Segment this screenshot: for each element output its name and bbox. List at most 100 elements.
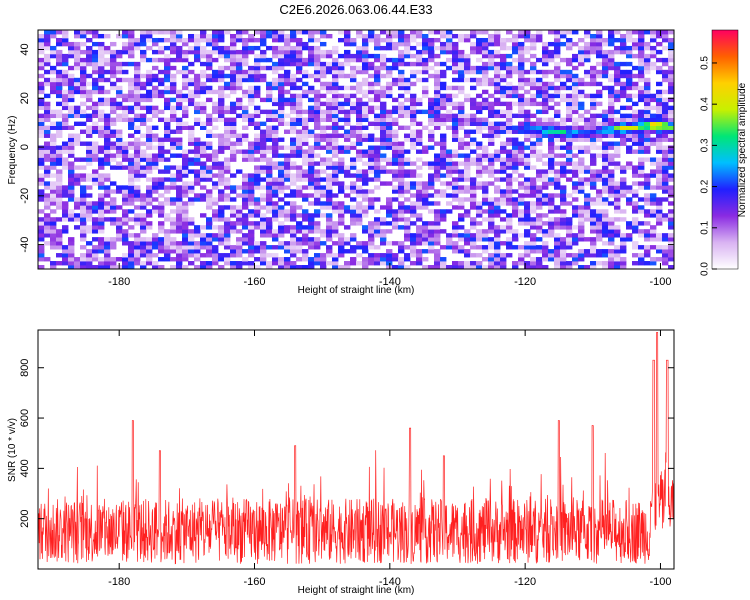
heatmap-cell: [158, 265, 165, 270]
heatmap-cell: [332, 225, 339, 230]
heatmap-cell: [584, 145, 591, 150]
heatmap-cell: [44, 197, 51, 202]
heatmap-cell: [524, 229, 531, 234]
heatmap-cell: [332, 149, 339, 154]
heatmap-cell: [368, 177, 375, 182]
heatmap-cell: [638, 261, 645, 266]
heatmap-cell: [614, 89, 621, 95]
heatmap-cell: [434, 61, 441, 67]
heatmap-cell: [98, 205, 105, 210]
heatmap-cell: [218, 237, 225, 242]
heatmap-cell: [608, 97, 615, 103]
heatmap-cell: [230, 89, 237, 95]
heatmap-cell: [260, 233, 267, 238]
heatmap-cell: [620, 117, 627, 123]
heatmap-cell: [656, 97, 663, 103]
heatmap-cell: [542, 101, 549, 107]
heatmap-cell: [620, 81, 627, 87]
heatmap-cell: [362, 257, 369, 262]
heatmap-cell: [278, 37, 285, 43]
heatmap-cell: [86, 30, 93, 35]
heatmap-cell: [662, 105, 669, 111]
heatmap-cell: [314, 45, 321, 51]
heatmap-cell: [308, 245, 315, 250]
heatmap-cell: [158, 241, 165, 246]
heatmap-cell: [506, 157, 513, 162]
heatmap-cell: [278, 197, 285, 202]
heatmap-cell: [356, 45, 363, 51]
heatmap-cell: [518, 129, 525, 134]
heatmap-cell: [404, 237, 411, 242]
heatmap-cell: [308, 193, 315, 198]
heatmap-cell: [548, 57, 555, 63]
heatmap-cell: [440, 97, 447, 103]
heatmap-cell: [260, 129, 267, 134]
heatmap-cell: [584, 49, 591, 55]
heatmap-cell: [92, 53, 99, 59]
heatmap-cell: [554, 133, 561, 138]
heatmap-cell: [212, 201, 219, 206]
heatmap-cell: [620, 165, 627, 170]
heatmap-cell: [224, 157, 231, 162]
heatmap-cell: [296, 149, 303, 154]
heatmap-cell: [620, 245, 627, 250]
heatmap-cell: [278, 257, 285, 262]
heatmap-cell: [530, 129, 537, 134]
heatmap-cell: [452, 169, 459, 174]
heatmap-cell: [590, 173, 597, 178]
heatmap-cell: [620, 265, 627, 270]
heatmap-cell: [506, 69, 513, 75]
heatmap-cell: [140, 237, 147, 242]
heatmap-cell: [170, 57, 177, 63]
heatmap-cell: [566, 137, 573, 142]
heatmap-cell: [638, 141, 645, 146]
heatmap-cell: [506, 81, 513, 87]
heatmap-cell: [38, 45, 45, 51]
heatmap-cell: [668, 69, 675, 75]
heatmap-cell: [56, 109, 63, 115]
heatmap-cell: [590, 157, 597, 162]
heatmap-cell: [296, 245, 303, 250]
heatmap-cell: [620, 33, 627, 39]
heatmap-cell: [218, 69, 225, 75]
heatmap-cell: [296, 133, 303, 138]
heatmap-cell: [494, 77, 501, 83]
heatmap-cell: [272, 109, 279, 115]
heatmap-cell: [260, 153, 267, 158]
heatmap-cell: [224, 45, 231, 51]
heatmap-cell: [110, 217, 117, 222]
heatmap-cell: [632, 261, 639, 266]
heatmap-cell: [242, 181, 249, 186]
heatmap-cell: [374, 125, 381, 130]
heatmap-cell: [260, 137, 267, 142]
heatmap-cell: [50, 81, 57, 87]
heatmap-cell: [626, 125, 633, 130]
heatmap-cell: [632, 37, 639, 43]
heatmap-cell: [434, 153, 441, 158]
heatmap-cell: [194, 197, 201, 202]
heatmap-cell: [554, 245, 561, 250]
heatmap-cell: [368, 73, 375, 79]
heatmap-cell: [290, 261, 297, 266]
heatmap-cell: [152, 181, 159, 186]
heatmap-cell: [296, 257, 303, 262]
heatmap-cell: [86, 113, 93, 119]
heatmap-cell: [404, 173, 411, 178]
heatmap-cell: [470, 161, 477, 166]
heatmap-cell: [422, 221, 429, 226]
heatmap-cell: [428, 97, 435, 103]
heatmap-cell: [302, 237, 309, 242]
heatmap-cell: [308, 241, 315, 246]
heatmap-cell: [536, 101, 543, 107]
heatmap-cell: [530, 265, 537, 270]
heatmap-cell: [374, 261, 381, 266]
heatmap-cell: [236, 133, 243, 138]
heatmap-cell: [212, 33, 219, 39]
heatmap-cell: [38, 33, 45, 39]
heatmap-cell: [98, 145, 105, 150]
heatmap-cell: [254, 69, 261, 75]
heatmap-cell: [260, 49, 267, 55]
heatmap-cell: [98, 197, 105, 202]
heatmap-cell: [632, 181, 639, 186]
heatmap-cell: [146, 45, 153, 51]
